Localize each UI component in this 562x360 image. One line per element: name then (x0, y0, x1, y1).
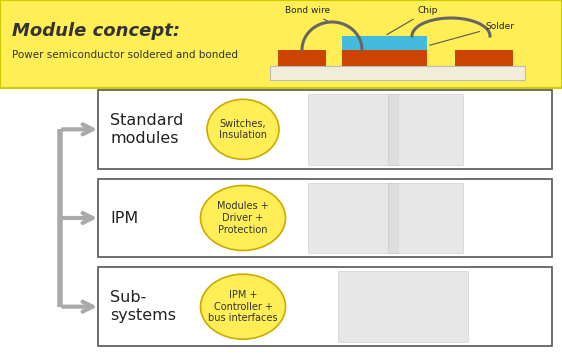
Text: IPM: IPM (110, 211, 138, 225)
Bar (342, 36, 427, 50)
Bar (388, 94, 463, 165)
Text: Sub-
systems: Sub- systems (110, 291, 176, 323)
Bar (388, 183, 463, 253)
Text: IPM +
Controller +
bus interfaces: IPM + Controller + bus interfaces (209, 290, 278, 323)
Text: Module concept:: Module concept: (12, 22, 180, 40)
Ellipse shape (201, 274, 285, 339)
Bar (270, 66, 525, 80)
Bar (308, 94, 398, 165)
Bar (98, 90, 552, 169)
FancyBboxPatch shape (0, 0, 562, 88)
Bar (455, 50, 513, 66)
Text: Modules +
Driver +
Protection: Modules + Driver + Protection (217, 201, 269, 235)
Bar (98, 267, 552, 346)
Text: Bond wire: Bond wire (285, 6, 330, 21)
Ellipse shape (201, 185, 285, 251)
Bar (98, 179, 552, 257)
Bar (342, 50, 427, 66)
Text: Standard
modules: Standard modules (110, 113, 183, 145)
Bar (338, 271, 468, 342)
Text: Solder: Solder (430, 22, 514, 45)
Text: Chip: Chip (387, 6, 438, 35)
Ellipse shape (207, 99, 279, 159)
Text: Switches,
Insulation: Switches, Insulation (219, 118, 267, 140)
Bar (308, 183, 398, 253)
Text: Power semiconductor soldered and bonded: Power semiconductor soldered and bonded (12, 50, 238, 60)
Bar (278, 50, 326, 66)
